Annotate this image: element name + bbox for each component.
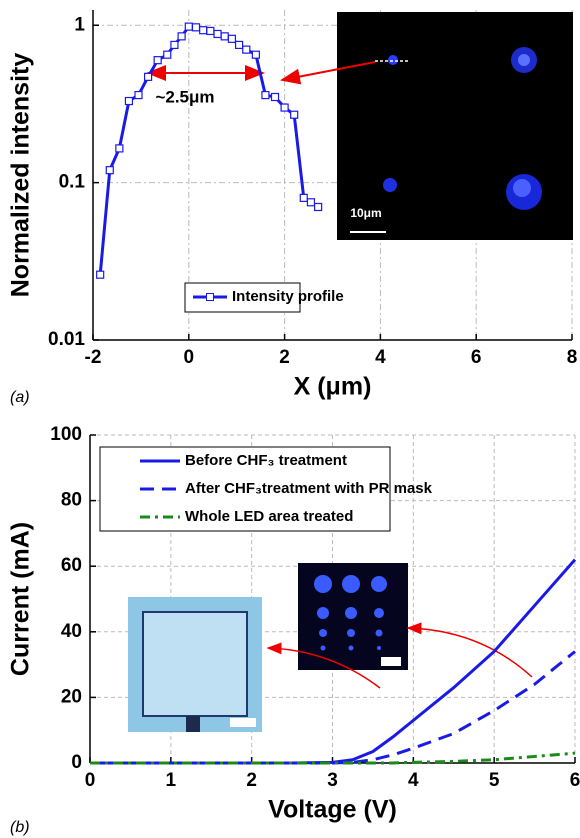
y-tick-label: 0.01	[48, 329, 85, 350]
data-point	[242, 45, 251, 54]
data-point	[96, 270, 105, 279]
data-point	[134, 90, 143, 100]
data-point	[115, 144, 124, 153]
x-tick-label: 1	[166, 770, 177, 791]
data-point	[105, 166, 114, 175]
data-point	[153, 56, 162, 65]
data-point	[220, 32, 229, 41]
data-point	[234, 40, 244, 50]
y-tick-label: 0	[71, 752, 82, 773]
y-tick-label: 100	[50, 424, 82, 445]
data-point	[199, 26, 208, 35]
legend-label: Before CHF₃ treatment	[185, 452, 347, 469]
micrograph-b	[298, 563, 408, 670]
annotation: ~2.5μm	[155, 87, 214, 106]
data-point	[213, 29, 222, 39]
x-tick-label: 2	[279, 347, 290, 368]
legend-label: Intensity profile	[232, 288, 344, 305]
data-point	[270, 92, 280, 102]
data-point	[261, 90, 270, 100]
data-point	[206, 26, 215, 36]
data-point	[290, 110, 299, 119]
y-axis-label: Normalized intensity	[7, 53, 35, 298]
arrows-a	[146, 61, 376, 85]
data-point	[314, 202, 323, 212]
legend-marker	[206, 293, 214, 301]
y-axis-label: Current (mA)	[7, 522, 35, 676]
x-tick-label: 2	[246, 770, 257, 791]
data-point	[124, 96, 134, 106]
data-point	[191, 23, 201, 32]
x-tick-label: 8	[567, 347, 578, 368]
y-tick-label: 40	[61, 621, 82, 642]
data-point	[299, 193, 308, 202]
x-tick-label: 4	[375, 347, 386, 368]
data-point	[184, 22, 193, 31]
legend-label: After CHF₃treatment with PR mask	[185, 480, 433, 497]
data-point	[163, 50, 172, 59]
led-photo	[128, 597, 262, 732]
x-axis-label: X (μm)	[294, 373, 372, 401]
x-tick-label: 5	[489, 770, 500, 791]
panel-label: (b)	[10, 819, 30, 836]
y-tick-label: 80	[61, 490, 82, 511]
data-point	[143, 72, 153, 81]
annotation: 10μm	[350, 206, 381, 220]
y-tick-label: 60	[61, 555, 82, 576]
data-point	[306, 198, 316, 207]
x-tick-label: 6	[471, 347, 482, 368]
data-point	[280, 103, 289, 112]
y-tick-label: 1	[74, 14, 85, 35]
x-tick-label: -2	[85, 347, 102, 368]
arrows-b	[266, 622, 533, 689]
y-tick-label: 0.1	[59, 172, 86, 193]
data-point	[227, 34, 237, 43]
panel-label: (a)	[10, 389, 30, 406]
x-tick-label: 6	[570, 770, 580, 791]
series-line	[98, 25, 319, 275]
legend-label: Whole LED area treated	[185, 508, 353, 525]
micrograph-a	[337, 12, 573, 240]
series-line	[90, 751, 576, 765]
y-tick-label: 20	[61, 686, 82, 707]
data-point	[251, 50, 260, 59]
x-tick-label: 0	[85, 770, 96, 791]
data-point	[170, 40, 179, 50]
x-tick-label: 4	[408, 770, 419, 791]
data-point	[177, 32, 186, 41]
x-axis-label: Voltage (V)	[268, 796, 397, 824]
x-tick-label: 3	[327, 770, 338, 791]
x-tick-label: 0	[184, 347, 195, 368]
